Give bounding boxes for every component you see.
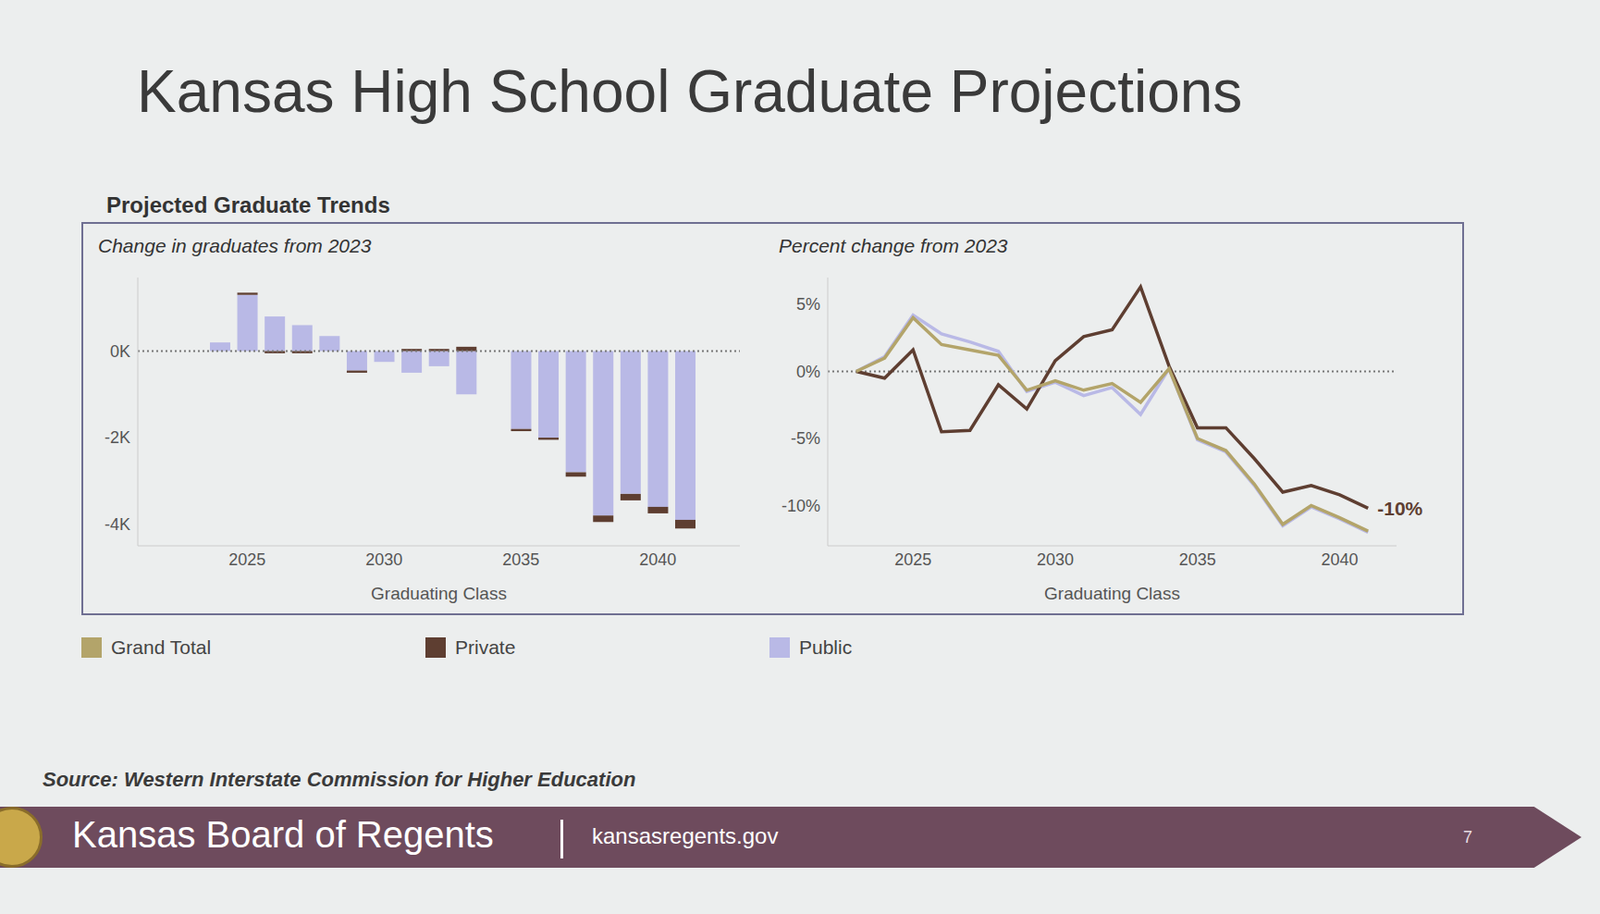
svg-text:2025: 2025 [228, 550, 266, 569]
svg-text:2040: 2040 [639, 550, 677, 569]
svg-text:2035: 2035 [1179, 550, 1217, 569]
svg-text:0K: 0K [110, 342, 131, 361]
svg-text:Graduating Class: Graduating Class [370, 583, 507, 604]
svg-text:-10%: -10% [781, 496, 821, 516]
svg-text:-5%: -5% [790, 429, 821, 448]
svg-text:Graduating Class: Graduating Class [1044, 583, 1181, 604]
html-text:Source: Western Interstate Com: Source: Western Interstate Commission fo… [42, 767, 636, 791]
html-text:7: 7 [1463, 827, 1473, 847]
svg-text:2030: 2030 [365, 550, 403, 569]
svg-text:-2K: -2K [104, 428, 131, 447]
svg-text:5%: 5% [796, 295, 821, 314]
svg-text:0%: 0% [796, 362, 821, 382]
svg-text:2030: 2030 [1036, 550, 1074, 569]
html-text:kansasregents.gov: kansasregents.gov [591, 823, 779, 849]
html-text:Percent change from 2023: Percent change from 2023 [778, 234, 1008, 257]
html-text:Grand Total: Grand Total [110, 636, 212, 658]
html-text:Change in graduates from 2023: Change in graduates from 2023 [98, 234, 372, 257]
svg-text:2035: 2035 [502, 550, 540, 569]
svg-text:2025: 2025 [894, 550, 932, 569]
svg-text:-4K: -4K [104, 515, 131, 534]
html-text:Projected Graduate Trends: Projected Graduate Trends [106, 192, 391, 218]
html-text:Kansas High School Graduate Pr: Kansas High School Graduate Projections [136, 58, 1243, 125]
html-text:Private: Private [455, 636, 516, 658]
html-text:Kansas Board of Regents: Kansas Board of Regents [72, 813, 494, 855]
html-text:Public: Public [799, 636, 852, 658]
svg-text:2040: 2040 [1320, 550, 1358, 569]
svg-text:-10%: -10% [1377, 497, 1423, 519]
